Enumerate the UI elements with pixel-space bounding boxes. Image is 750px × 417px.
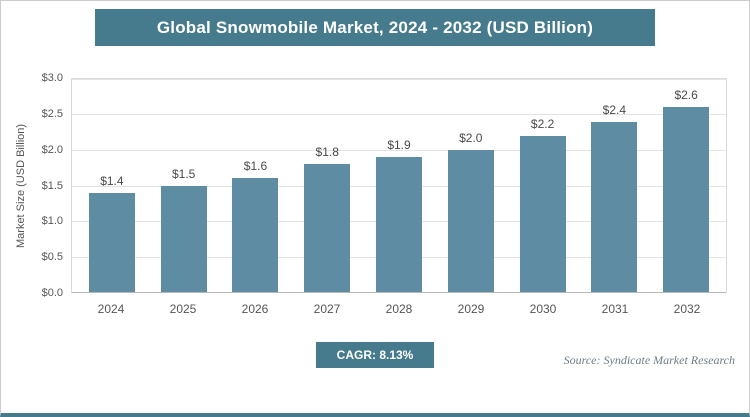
bar (519, 135, 566, 292)
gridline (72, 79, 726, 80)
bar-series: $1.4 $1.5 $1.6 $1.8 $1.9 $2.0 $2.2 $2.4 $2.6 (72, 79, 726, 292)
x-tick-label: 2030 (529, 302, 557, 316)
x-tick-label: 2026 (241, 302, 269, 316)
bar-column: $2.0 (435, 79, 507, 292)
bar (376, 157, 422, 292)
bar-column: $1.9 (363, 79, 435, 292)
y-axis-title: Market Size (USD Billion) (15, 123, 27, 248)
chart-title: Global Snowmobile Market, 2024 - 2032 (U… (156, 17, 594, 37)
bar-column: $2.6 (650, 79, 722, 292)
gridline (72, 114, 726, 116)
source-text: Source: Syndicate Market Research (563, 353, 735, 367)
bar-value-label: $1.5 (171, 166, 196, 181)
y-tick-label: $0.0 (41, 287, 63, 299)
x-tick-label: 2032 (673, 302, 701, 316)
bar-column: $1.6 (220, 79, 292, 292)
x-tick-label: 2027 (313, 302, 341, 316)
bar-value-label: $1.4 (100, 173, 124, 188)
y-tick-label: $2.5 (41, 107, 63, 120)
y-tick-label: $1.0 (41, 215, 63, 228)
cagr-badge: CAGR: 8.13% (316, 342, 434, 368)
bar (304, 164, 351, 292)
bar-value-label: $1.9 (387, 138, 411, 153)
plot-area: $1.4 $1.5 $1.6 $1.8 $1.9 $2.0 $2.2 $2.4 $2.6 (71, 78, 727, 293)
x-tick-label: 2028 (385, 302, 413, 316)
bar-value-label: $2.6 (674, 88, 698, 103)
chart-region: Market Size (USD Billion) $0.0 $0.5 $1.0 $1… (1, 72, 749, 316)
gridline (72, 149, 726, 151)
bar-column: $2.4 (578, 79, 650, 292)
y-tick-label: $2.0 (41, 143, 63, 156)
x-axis-labels: 2024 2025 2026 2027 2028 2029 2030 2031 2032 (71, 302, 727, 316)
bar-value-label: $2.2 (530, 116, 555, 131)
y-tick-label: $1.5 (41, 179, 63, 192)
bar-column: $1.8 (291, 79, 363, 292)
gridline (72, 292, 726, 293)
bar (88, 192, 135, 292)
x-tick-label: 2029 (457, 302, 485, 316)
y-axis-ticks: $0.0 $0.5 $1.0 $1.5 $2.0 $2.5 $3.0 (31, 72, 71, 299)
y-tick-label: $3.0 (41, 72, 63, 84)
bar-value-label: $1.8 (315, 145, 339, 160)
bar-column: $1.4 (76, 79, 148, 292)
bar (232, 178, 279, 292)
chart-title-bar: Global Snowmobile Market, 2024 - 2032 (U… (95, 9, 655, 46)
bar-value-label: $2.4 (602, 102, 627, 117)
bar-value-label: $1.6 (243, 159, 268, 174)
y-tick-label: $0.5 (41, 251, 63, 264)
bar-column: $2.2 (507, 79, 579, 292)
bar (447, 150, 494, 292)
bar-column: $1.5 (148, 79, 220, 292)
x-tick-label: 2025 (169, 302, 197, 316)
plot-wrap: $1.4 $1.5 $1.6 $1.8 $1.9 $2.0 $2.2 $2.4 $2.6 202… (71, 78, 727, 316)
chart-footer: CAGR: 8.13% Source: Syndicate Market Res… (1, 342, 749, 370)
bar (591, 121, 638, 292)
x-tick-label: 2024 (97, 302, 125, 316)
bar (663, 107, 710, 292)
bar (160, 185, 207, 292)
bar-value-label: $2.0 (459, 131, 483, 146)
x-tick-label: 2031 (601, 302, 629, 316)
